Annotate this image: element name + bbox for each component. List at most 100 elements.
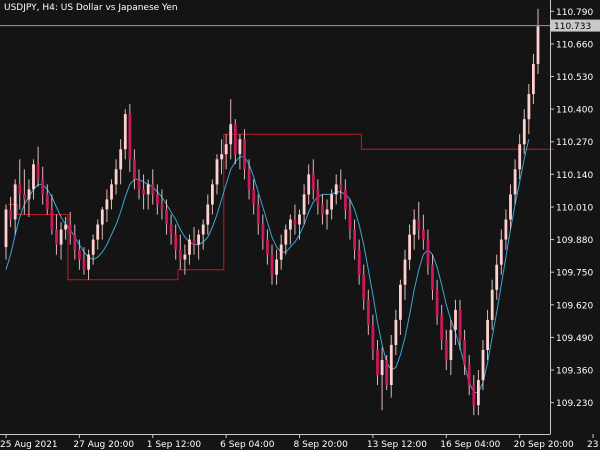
candle-body: [9, 209, 12, 220]
candle-body: [206, 204, 210, 225]
instrument-description: US Dollar vs Japanese Yen: [60, 3, 178, 13]
candle-body: [91, 239, 95, 255]
candle-body: [440, 314, 444, 340]
candle-body: [298, 214, 301, 225]
price-tick-label: 110.530: [556, 73, 593, 83]
candle-body: [192, 239, 196, 245]
candle-body: [215, 159, 219, 185]
timeframe-label: H4:: [42, 3, 58, 13]
candle-body: [27, 189, 31, 200]
candle-body: [284, 229, 288, 245]
candle-body: [490, 289, 494, 320]
candle-body: [18, 184, 22, 195]
candle-body: [183, 254, 187, 260]
candle-body: [311, 174, 315, 190]
candle-body: [4, 209, 8, 248]
candle-body: [233, 124, 237, 155]
symbol-label: USDJPY: [4, 3, 37, 13]
candle-body: [481, 350, 485, 381]
candle-body: [389, 344, 393, 385]
candle-body: [238, 139, 242, 155]
candle-body: [431, 264, 434, 290]
candle-body: [348, 209, 352, 230]
price-tick-label: 109.360: [556, 367, 593, 377]
candle-body: [151, 184, 155, 195]
candle-body: [536, 26, 540, 64]
candle-body: [78, 249, 81, 260]
candle-body: [380, 360, 384, 376]
price-tick-label: 110.140: [556, 171, 593, 181]
time-tick-label: 6 Sep 04:00: [220, 440, 275, 450]
candle-body: [513, 169, 517, 195]
candle-body: [266, 239, 269, 255]
candle-body: [64, 224, 67, 230]
candle-body: [23, 194, 26, 200]
candle-body: [114, 169, 118, 185]
candle-body: [73, 234, 77, 250]
candle-body: [463, 339, 466, 365]
candle-body: [55, 229, 58, 245]
time-tick-label: 8 Sep 20:00: [294, 440, 349, 450]
candle-body: [229, 124, 233, 145]
time-tick-label: 13 Sep 12:00: [367, 440, 427, 450]
candle-body: [13, 184, 17, 220]
candle-body: [82, 259, 86, 270]
candle-body: [385, 360, 389, 386]
price-tick-label: 109.750: [556, 269, 593, 279]
candle-body: [362, 274, 366, 300]
price-tick-label: 110.010: [556, 203, 593, 213]
candle-body: [527, 94, 531, 120]
current-price-label: 110.733: [554, 22, 591, 32]
candle-body: [261, 224, 265, 240]
candle-body: [36, 164, 40, 180]
candle-body: [105, 199, 109, 210]
candle-body: [32, 164, 35, 190]
candle-body: [353, 229, 356, 250]
candle-body: [243, 139, 246, 170]
time-tick-label: 1 Sep 12:00: [147, 440, 202, 450]
candle-body: [518, 144, 522, 170]
candle-body: [252, 189, 256, 205]
candle-body: [279, 244, 283, 260]
price-tick-label: 110.790: [556, 8, 593, 18]
title-separator: ,: [36, 3, 43, 13]
candle-body: [467, 365, 471, 386]
candle-body: [422, 229, 425, 240]
candle-body: [220, 154, 223, 160]
candle-body: [357, 249, 361, 275]
candle-body: [110, 184, 113, 200]
price-tick-label: 109.490: [556, 334, 593, 344]
candle-body: [289, 219, 292, 230]
candle-body: [174, 234, 178, 250]
candle-body: [444, 339, 448, 360]
candle-body: [100, 209, 104, 225]
candle-body: [137, 179, 141, 190]
candle-body: [87, 254, 90, 270]
candle-body: [201, 224, 205, 235]
candle-body: [417, 219, 421, 230]
candle-body: [486, 319, 489, 350]
candle-body: [412, 219, 416, 235]
candle-body: [307, 174, 311, 195]
price-tick-label: 109.620: [556, 301, 593, 311]
candle-body: [275, 259, 278, 275]
candle-body: [41, 179, 45, 195]
candle-body: [302, 194, 306, 215]
candle-body: [142, 189, 145, 195]
candle-body: [435, 289, 439, 315]
candle-body: [403, 259, 407, 285]
candle-body: [96, 224, 100, 240]
candle-body: [458, 309, 462, 340]
candle-body: [119, 149, 123, 170]
candle-body: [426, 239, 430, 265]
candle-body: [477, 380, 480, 406]
candle-body: [316, 189, 320, 205]
channel-line: [8, 133, 555, 281]
candle-body: [408, 234, 411, 260]
candle-body: [270, 254, 274, 275]
price-tick-label: 109.230: [556, 399, 593, 409]
time-tick-label: 16 Sep 04:00: [440, 440, 500, 450]
time-tick-label: 27 Aug 20:00: [73, 440, 134, 450]
